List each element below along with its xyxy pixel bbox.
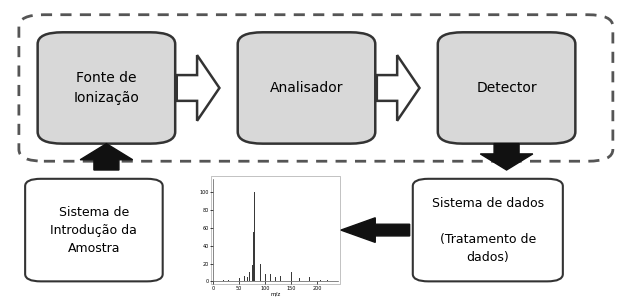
Polygon shape	[341, 218, 410, 242]
Polygon shape	[80, 144, 133, 170]
Polygon shape	[480, 144, 533, 170]
Text: Fonte de
Ionização: Fonte de Ionização	[73, 71, 139, 105]
Text: Analisador: Analisador	[270, 81, 343, 95]
FancyBboxPatch shape	[438, 32, 575, 144]
Polygon shape	[177, 55, 219, 121]
Polygon shape	[377, 55, 420, 121]
FancyBboxPatch shape	[38, 32, 175, 144]
Text: Sistema de
Introdução da
Amostra: Sistema de Introdução da Amostra	[50, 206, 137, 254]
FancyBboxPatch shape	[25, 179, 163, 281]
Text: Sistema de dados

(Tratamento de
dados): Sistema de dados (Tratamento de dados)	[432, 196, 544, 264]
Text: Detector: Detector	[476, 81, 537, 95]
FancyBboxPatch shape	[211, 176, 339, 284]
FancyBboxPatch shape	[413, 179, 563, 281]
FancyBboxPatch shape	[238, 32, 375, 144]
